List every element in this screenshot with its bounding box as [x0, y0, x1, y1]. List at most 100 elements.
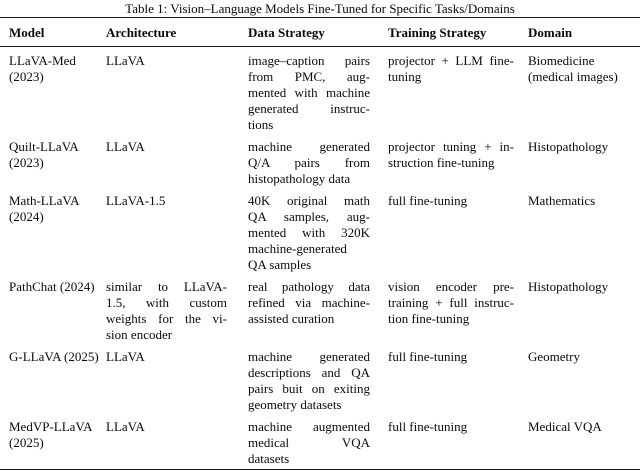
cell-line: datasets: [248, 451, 290, 466]
table-row: MedVP-LLaVA (2025) LLaVA machine augmented m…: [0, 413, 640, 470]
cell-line: real pathology data: [248, 279, 370, 294]
cell-line: mented with 320K: [248, 225, 370, 240]
cell-architecture: LLaVA: [106, 343, 248, 413]
cell-line: QA samples: [248, 257, 312, 272]
cell-line: LLaVA: [106, 53, 145, 68]
cell-line: (2023): [9, 155, 44, 170]
header-row: Model Architecture Data Strategy Training S…: [0, 17, 640, 47]
cell-line: (2025): [9, 435, 44, 450]
cell-line: 1.5, with custom: [106, 295, 227, 310]
cell-line: similar to LLaVA-: [106, 279, 227, 294]
cell-line: LLaVA-1.5: [106, 193, 166, 208]
cell-line: geometry datasets: [248, 397, 342, 412]
cell-training_strategy: full fine-tuning: [388, 343, 528, 413]
cell-line: QA samples, aug-: [248, 209, 370, 224]
cell-line: from PMC, aug-: [248, 69, 370, 84]
table-body: LLaVA-Med (2023) LLaVA image–caption pairs f…: [0, 47, 640, 470]
cell-line: LLaVA: [106, 349, 145, 364]
table-caption: Table 1: Vision–Language Models Fine-Tun…: [125, 1, 515, 16]
cell-line: full fine-tuning: [388, 419, 468, 434]
cell-line: (2024): [9, 209, 44, 224]
cell-line: pairs buit on exiting: [248, 381, 370, 396]
cell-model: MedVP-LLaVA (2025): [0, 413, 106, 470]
column-header-model: Model: [0, 17, 106, 47]
cell-line: projector tuning + in-: [388, 139, 514, 154]
cell-line: assisted curation: [248, 311, 335, 326]
cell-line: tions: [248, 117, 274, 132]
table-row: Quilt-LLaVA (2023) LLaVA machine generated Q…: [0, 133, 640, 187]
cell-line: LLaVA: [106, 139, 145, 154]
column-header-domain: Domain: [528, 17, 640, 47]
cell-model: Quilt-LLaVA (2023): [0, 133, 106, 187]
cell-model: PathChat (2024): [0, 273, 106, 343]
vlm-table: Model Architecture Data Strategy Training S…: [0, 17, 640, 470]
table-row: G-LLaVA (2025) LLaVA machine generated desc…: [0, 343, 640, 413]
cell-data_strategy: machine generated Q/A pairs from histopath…: [248, 133, 388, 187]
cell-line: (2023): [9, 69, 44, 84]
column-header-training_strategy: Training Strategy: [388, 17, 528, 47]
cell-line: MedVP-LLaVA: [9, 419, 93, 434]
cell-architecture: similar to LLaVA- 1.5, with custom weights…: [106, 273, 248, 343]
cell-line: 40K original math: [248, 193, 370, 208]
cell-line: PathChat (2024): [9, 279, 95, 294]
cell-line: weights for the vi-: [106, 311, 227, 326]
cell-architecture: LLaVA-1.5: [106, 187, 248, 273]
cell-line: histopathology data: [248, 171, 351, 186]
cell-training_strategy: full fine-tuning: [388, 413, 528, 470]
cell-line: Q/A pairs from: [248, 155, 370, 170]
cell-domain: Histopathology: [528, 133, 640, 187]
cell-line: image–caption pairs: [248, 53, 370, 68]
cell-domain: Histopathology: [528, 273, 640, 343]
cell-data_strategy: 40K original math QA samples, aug-mented …: [248, 187, 388, 273]
cell-data_strategy: image–caption pairs from PMC, aug-mented …: [248, 47, 388, 134]
cell-line: LLaVA: [106, 419, 145, 434]
cell-model: G-LLaVA (2025): [0, 343, 106, 413]
cell-line: generated instruc-: [248, 101, 370, 116]
cell-training_strategy: vision encoder pre-training + full instr…: [388, 273, 528, 343]
cell-data_strategy: real pathology data refined via machine-a…: [248, 273, 388, 343]
cell-line: tion fine-tuning: [388, 311, 470, 326]
cell-line: Medical VQA: [528, 419, 602, 434]
cell-line: training + full instruc-: [388, 295, 514, 310]
cell-domain: Mathematics: [528, 187, 640, 273]
cell-line: G-LLaVA (2025): [9, 349, 99, 364]
cell-domain: Geometry: [528, 343, 640, 413]
cell-line: descriptions and QA: [248, 365, 370, 380]
cell-line: medical VQA: [248, 435, 370, 450]
cell-line: Biomedicine: [528, 53, 595, 68]
cell-architecture: LLaVA: [106, 47, 248, 134]
table-header: Model Architecture Data Strategy Training S…: [0, 17, 640, 47]
cell-model: LLaVA-Med (2023): [0, 47, 106, 134]
cell-line: full fine-tuning: [388, 349, 468, 364]
table-row: PathChat (2024) similar to LLaVA- 1.5, wit…: [0, 273, 640, 343]
cell-line: (medical images): [528, 69, 618, 84]
cell-training_strategy: full fine-tuning: [388, 187, 528, 273]
cell-domain: Medical VQA: [528, 413, 640, 470]
cell-line: machine augmented: [248, 419, 370, 434]
column-header-data_strategy: Data Strategy: [248, 17, 388, 47]
cell-model: Math-LLaVA (2024): [0, 187, 106, 273]
cell-line: machine generated: [248, 139, 370, 154]
table-row: LLaVA-Med (2023) LLaVA image–caption pairs f…: [0, 47, 640, 134]
column-header-architecture: Architecture: [106, 17, 248, 47]
cell-line: tuning: [388, 69, 422, 84]
cell-line: mented with machine: [248, 85, 370, 100]
cell-line: machine-generated: [248, 241, 347, 256]
cell-line: Histopathology: [528, 139, 609, 154]
cell-domain: Biomedicine (medical images): [528, 47, 640, 134]
cell-training_strategy: projector tuning + in-struction fine-tun…: [388, 133, 528, 187]
cell-line: Quilt-LLaVA: [9, 139, 79, 154]
cell-line: refined via machine-: [248, 295, 370, 310]
cell-data_strategy: machine generated descriptions and QA pair…: [248, 343, 388, 413]
table-row: Math-LLaVA (2024) LLaVA-1.5 40K original ma…: [0, 187, 640, 273]
cell-architecture: LLaVA: [106, 133, 248, 187]
cell-training_strategy: projector + LLM fine-tuning: [388, 47, 528, 134]
cell-line: vision encoder pre-: [388, 279, 514, 294]
cell-line: LLaVA-Med: [9, 53, 76, 68]
cell-line: Histopathology: [528, 279, 609, 294]
cell-line: sion encoder: [106, 327, 173, 342]
cell-data_strategy: machine augmented medical VQA datasets: [248, 413, 388, 470]
cell-line: Math-LLaVA: [9, 193, 80, 208]
cell-line: full fine-tuning: [388, 193, 468, 208]
